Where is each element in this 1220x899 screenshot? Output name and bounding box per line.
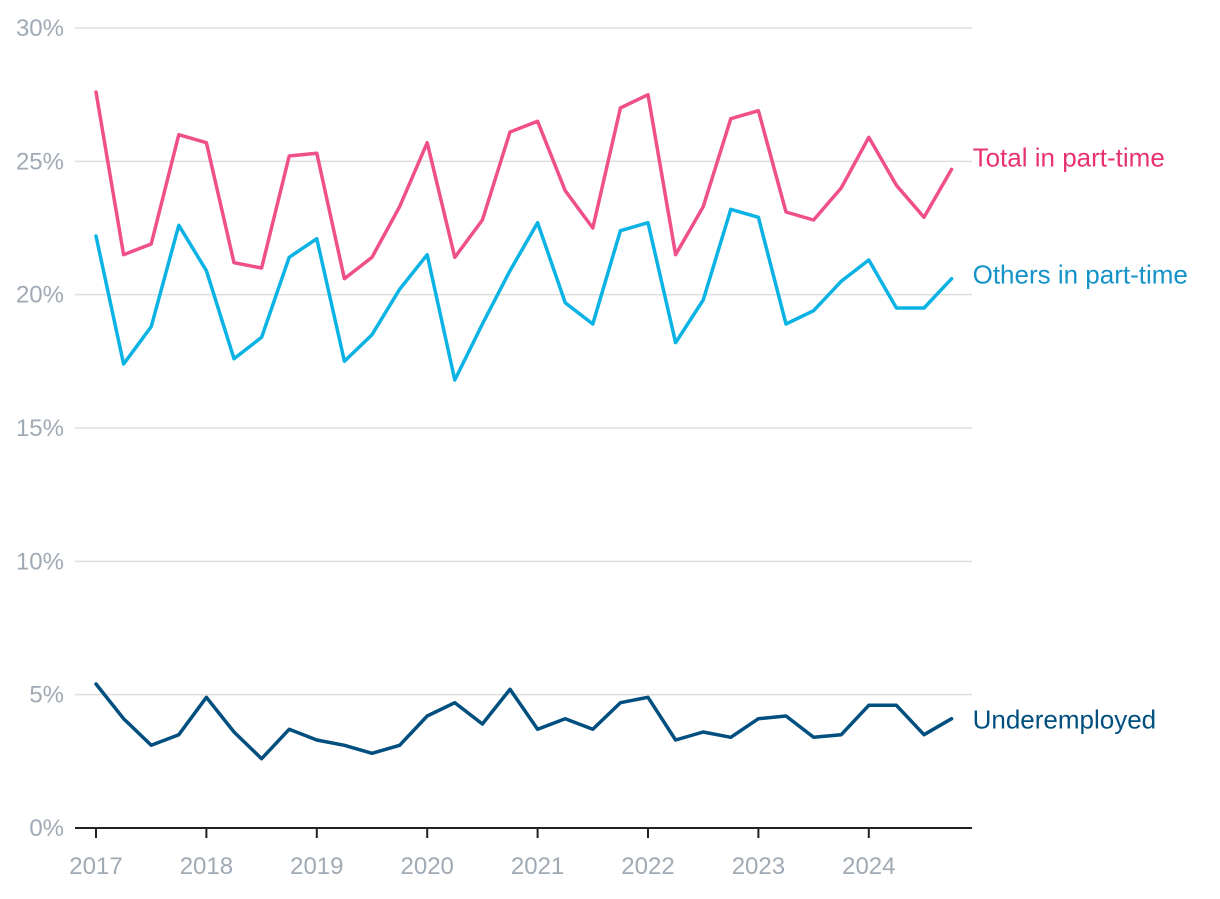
y-tick-label: 10%: [16, 548, 64, 575]
x-tick-label: 2021: [511, 853, 564, 880]
x-axis: 2017 2018 2019 2020 2021 2022 2023 2024: [69, 827, 972, 880]
x-tick-label: 2018: [180, 853, 233, 880]
series-line-total-in-part-time: [94, 90, 954, 281]
series-labels: Total in part-time Others in part-time Und…: [973, 142, 1188, 734]
x-tick-label: 2019: [290, 853, 343, 880]
series-line-underemployed: [94, 682, 954, 761]
y-tick-label: 0%: [29, 815, 64, 842]
series-line-others-in-part-time: [94, 207, 954, 382]
y-tick-label: 20%: [16, 282, 64, 309]
x-tick-label: 2017: [69, 853, 122, 880]
x-tick-label: 2024: [842, 853, 895, 880]
series-label-total-in-part-time: Total in part-time: [973, 142, 1165, 172]
y-tick-label: 15%: [16, 415, 64, 442]
series-lines: [94, 90, 954, 761]
y-tick-label: 30%: [16, 15, 64, 42]
x-tick-label: 2020: [401, 853, 454, 880]
x-tick-label: 2022: [621, 853, 674, 880]
series-label-others-in-part-time: Others in part-time: [973, 260, 1188, 290]
y-axis-ticks: 0% 5% 10% 15% 20% 25% 30%: [16, 15, 64, 842]
y-tick-label: 5%: [29, 682, 64, 709]
gridlines: [75, 27, 972, 696]
series-label-underemployed: Underemployed: [973, 705, 1157, 735]
y-tick-label: 25%: [16, 148, 64, 175]
x-tick-label: 2023: [732, 853, 785, 880]
